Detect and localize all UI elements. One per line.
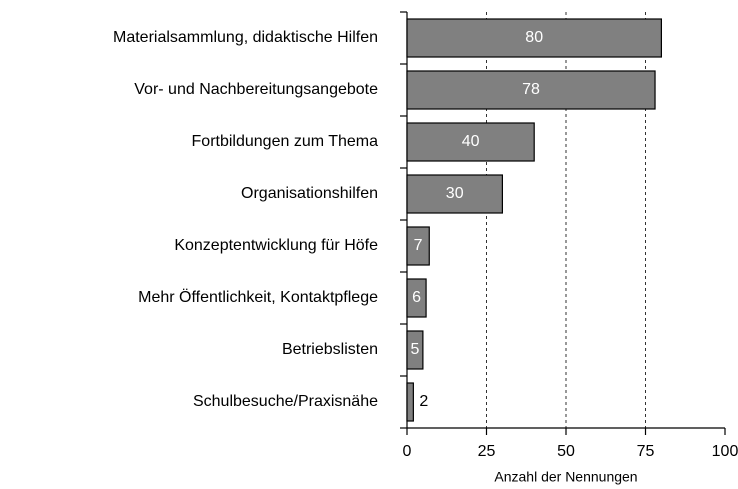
bar [406, 382, 414, 422]
y-tick-label: Betriebslisten [282, 341, 378, 358]
value-label: 6 [412, 289, 421, 306]
bar [406, 278, 427, 318]
y-tick-label: Konzeptentwicklung für Höfe [174, 237, 378, 254]
bar [406, 174, 504, 214]
bar [406, 330, 424, 370]
x-tick-label: 0 [403, 443, 412, 460]
value-label: 78 [522, 81, 540, 98]
y-tick-label: Organisationshilfen [241, 185, 378, 202]
x-tick-label: 25 [478, 443, 496, 460]
x-tick-label: 75 [637, 443, 655, 460]
bar [406, 70, 656, 110]
y-tick-label: Materialsammlung, didaktische Hilfen [113, 29, 378, 46]
x-tick-label: 50 [557, 443, 575, 460]
value-label: 2 [419, 393, 428, 410]
value-label: 30 [446, 185, 464, 202]
x-tick-label: 100 [712, 443, 738, 460]
y-tick-label: Mehr Öffentlichkeit, Kontaktpflege [138, 288, 378, 306]
bar [406, 122, 535, 162]
value-label: 5 [410, 341, 419, 358]
value-label: 40 [462, 133, 480, 150]
bar [406, 226, 430, 266]
x-axis-label: Anzahl der Nennungen [494, 469, 637, 485]
y-tick-label: Schulbesuche/Praxisnähe [193, 393, 378, 410]
value-label: 7 [414, 237, 423, 254]
bar [406, 18, 662, 58]
y-tick-label: Vor- und Nachbereitungsangebote [134, 81, 378, 98]
y-tick-label: Fortbildungen zum Thema [192, 133, 379, 150]
value-label: 80 [525, 29, 543, 46]
